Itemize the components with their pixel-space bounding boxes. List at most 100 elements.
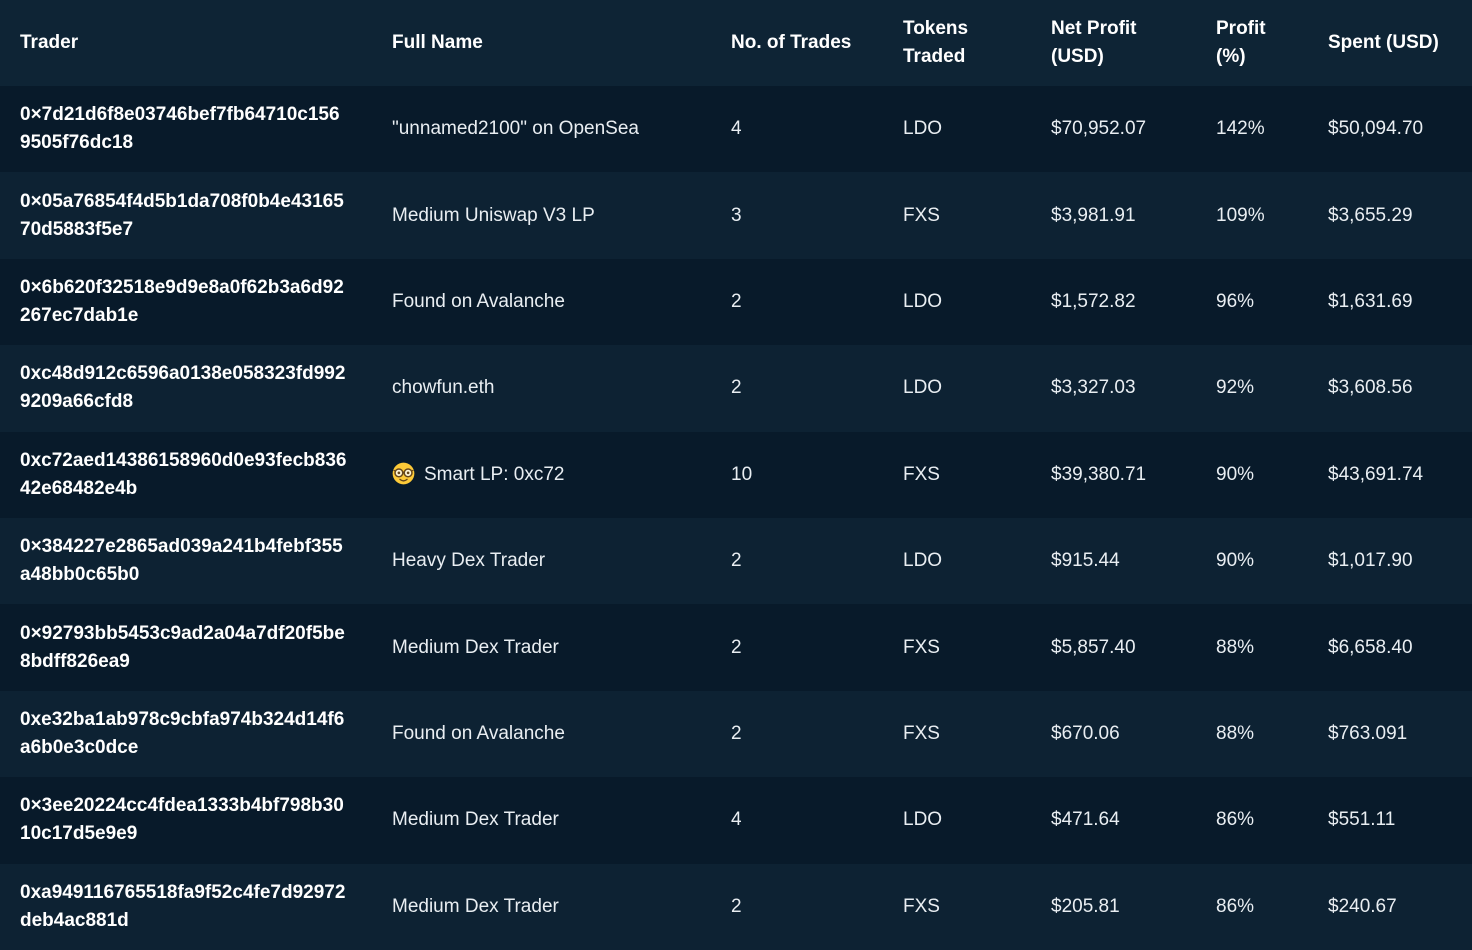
cell-net_profit_usd: $70,952.07: [1051, 118, 1147, 140]
column-header-spent_usd: Spent (USD): [1308, 0, 1472, 86]
column-header-label: Spent (USD): [1328, 32, 1439, 54]
cell-spent_usd: $50,094.70: [1328, 118, 1424, 140]
cell-spent_usd: $240.67: [1328, 895, 1397, 917]
cell-spent_usd: $763.091: [1328, 722, 1408, 744]
cell-full_name: Medium Dex Trader: [392, 895, 559, 917]
cell-full_name: Heavy Dex Trader: [392, 550, 546, 572]
cell-trader: 0xc72aed14386158960d0e93fecb83642e68482e…: [20, 449, 347, 499]
cell-num_trades: 2: [731, 722, 742, 744]
cell-tokens_traded: LDO: [903, 291, 943, 313]
column-header-trader: Trader: [0, 0, 372, 86]
column-header-label: Net Profit (USD): [1051, 18, 1137, 67]
cell-tokens_traded: LDO: [903, 809, 943, 831]
column-header-net_profit_usd: Net Profit (USD): [1031, 0, 1196, 86]
cell-tokens_traded: LDO: [903, 550, 943, 572]
table-row: 0×92793bb5453c9ad2a04a7df20f5be8bdff826e…: [0, 604, 1472, 691]
cell-tokens_traded: FXS: [903, 636, 940, 658]
cell-tokens_traded: FXS: [903, 204, 940, 226]
cell-full_name: Found on Avalanche: [392, 722, 565, 744]
cell-trader: 0xa949116765518fa9f52c4fe7d92972deb4ac88…: [20, 881, 346, 931]
full-name-text: Smart LP: 0xc72: [424, 463, 565, 485]
column-header-full_name: Full Name: [372, 0, 711, 86]
cell-spent_usd: $43,691.74: [1328, 463, 1424, 485]
cell-spent_usd: $551.11: [1328, 809, 1396, 831]
table-row: 0×3ee20224cc4fdea1333b4bf798b3010c17d5e9…: [0, 777, 1472, 864]
cell-trader: 0×384227e2865ad039a241b4febf355a48bb0c65…: [20, 536, 343, 586]
cell-full_name: Found on Avalanche: [392, 291, 565, 313]
cell-tokens_traded: FXS: [903, 895, 940, 917]
table-row: 0×05a76854f4d5b1da708f0b4e4316570d5883f5…: [0, 172, 1472, 259]
cell-profit_pct: 88%: [1216, 636, 1255, 658]
cell-full_name: chowfun.eth: [392, 377, 495, 399]
table-row: 0xc48d912c6596a0138e058323fd9929209a66cf…: [0, 345, 1472, 432]
cell-net_profit_usd: $3,327.03: [1051, 377, 1136, 399]
column-header-num_trades: No. of Trades: [711, 0, 883, 86]
table-header: Trader Full Name No. of Trades Tokens Trade…: [0, 0, 1472, 86]
cell-net_profit_usd: $39,380.71: [1051, 463, 1147, 485]
cell-tokens_traded: FXS: [903, 463, 940, 485]
table-row: 0×6b620f32518e9d9e8a0f62b3a6d92267ec7dab…: [0, 258, 1472, 346]
table-row: 0×7d21d6f8e03746bef7fb64710c1569505f76dc…: [0, 86, 1472, 173]
column-header-label: Full Name: [392, 32, 483, 54]
cell-profit_pct: 92%: [1216, 377, 1255, 399]
cell-num_trades: 4: [731, 118, 742, 140]
cell-spent_usd: $3,608.56: [1328, 377, 1413, 399]
cell-spent_usd: $1,017.90: [1328, 550, 1413, 572]
cell-full_name: Medium Dex Trader: [392, 809, 559, 831]
cell-profit_pct: 86%: [1216, 895, 1255, 917]
cell-num_trades: 2: [731, 550, 742, 572]
cell-tokens_traded: FXS: [903, 722, 940, 744]
cell-trader: 0×6b620f32518e9d9e8a0f62b3a6d92267ec7dab…: [20, 277, 344, 326]
cell-profit_pct: 142%: [1216, 118, 1265, 140]
column-header-label: No. of Trades: [731, 32, 852, 54]
cell-profit_pct: 96%: [1216, 291, 1255, 313]
cell-net_profit_usd: $3,981.91: [1051, 204, 1136, 226]
cell-trader: 0xe32ba1ab978c9cbfa974b324d14f6a6b0e3c0d…: [20, 709, 345, 758]
nerd-face-emoji: [392, 462, 415, 485]
table-body: 0×7d21d6f8e03746bef7fb64710c1569505f76dc…: [0, 86, 1472, 950]
cell-net_profit_usd: $915.44: [1051, 550, 1120, 572]
column-header-label: Trader: [20, 32, 79, 54]
cell-net_profit_usd: $471.64: [1051, 809, 1120, 831]
column-header-profit_pct: Profit (%): [1196, 0, 1308, 86]
table-row: 0×384227e2865ad039a241b4febf355a48bb0c65…: [0, 517, 1472, 605]
cell-profit_pct: 109%: [1216, 204, 1265, 226]
cell-trader: 0xc48d912c6596a0138e058323fd9929209a66cf…: [20, 363, 346, 413]
cell-num_trades: 3: [731, 204, 742, 226]
cell-profit_pct: 90%: [1216, 463, 1255, 485]
cell-trader: 0×7d21d6f8e03746bef7fb64710c1569505f76dc…: [20, 104, 340, 154]
cell-net_profit_usd: $670.06: [1051, 722, 1120, 744]
cell-spent_usd: $1,631.69: [1328, 291, 1413, 313]
cell-trader: 0×05a76854f4d5b1da708f0b4e4316570d5883f5…: [20, 190, 344, 240]
column-header-label: Profit (%): [1216, 18, 1266, 67]
cell-full_name: "unnamed2100" on OpenSea: [392, 118, 639, 140]
table-row: 0xe32ba1ab978c9cbfa974b324d14f6a6b0e3c0d…: [0, 690, 1472, 778]
table-row: 0xa949116765518fa9f52c4fe7d92972deb4ac88…: [0, 863, 1472, 950]
cell-full_name: Medium Uniswap V3 LP: [392, 204, 595, 226]
cell-profit_pct: 90%: [1216, 550, 1255, 572]
cell-trader: 0×92793bb5453c9ad2a04a7df20f5be8bdff826e…: [20, 622, 345, 672]
cell-full_name: Medium Dex Trader: [392, 636, 559, 658]
cell-net_profit_usd: $5,857.40: [1051, 636, 1136, 658]
cell-profit_pct: 88%: [1216, 722, 1255, 744]
cell-net_profit_usd: $205.81: [1051, 895, 1120, 917]
cell-num_trades: 2: [731, 291, 742, 313]
column-header-label: Tokens Traded: [903, 18, 969, 67]
cell-tokens_traded: LDO: [903, 118, 943, 140]
cell-trader: 0×3ee20224cc4fdea1333b4bf798b3010c17d5e9…: [20, 795, 344, 845]
cell-num_trades: 2: [731, 895, 742, 917]
cell-num_trades: 4: [731, 809, 742, 831]
cell-spent_usd: $3,655.29: [1328, 204, 1413, 226]
cell-spent_usd: $6,658.40: [1328, 636, 1413, 658]
table-row: 0xc72aed14386158960d0e93fecb83642e68482e…: [0, 431, 1472, 518]
cell-tokens_traded: LDO: [903, 377, 943, 399]
cell-num_trades: 2: [731, 377, 742, 399]
cell-net_profit_usd: $1,572.82: [1051, 291, 1136, 313]
table-header-row: Trader Full Name No. of Trades Tokens Trade…: [0, 0, 1472, 86]
cell-profit_pct: 86%: [1216, 809, 1255, 831]
cell-num_trades: 10: [731, 463, 753, 485]
column-header-tokens_traded: Tokens Traded: [883, 0, 1031, 86]
cell-full_name: Smart LP: 0xc72: [372, 432, 711, 518]
cell-num_trades: 2: [731, 636, 742, 658]
